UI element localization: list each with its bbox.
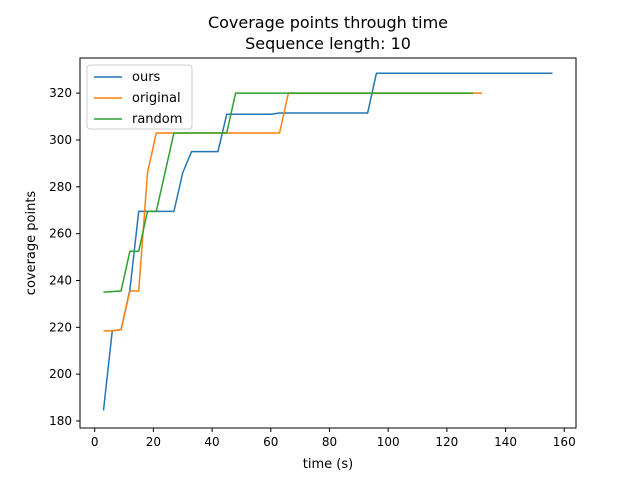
legend-label-random: random	[132, 112, 182, 127]
y-axis-ticks: 180 200 220 240 260 280 300 320	[49, 86, 80, 428]
y-tick-label: 260	[49, 227, 72, 241]
legend-label-original: original	[132, 91, 181, 106]
plot-frame	[79, 57, 577, 429]
chart-subtitle: Sequence length: 10	[245, 34, 411, 53]
y-tick-label: 220	[49, 320, 72, 334]
chart-title: Coverage points through time	[208, 13, 448, 32]
series-line-random	[103, 92, 474, 293]
y-tick-label: 320	[49, 86, 72, 100]
legend: ours original random	[86, 64, 193, 130]
y-tick-label: 200	[49, 367, 72, 381]
legend-label-ours: ours	[132, 70, 161, 85]
y-tick-label: 240	[49, 273, 72, 287]
x-axis-label: time (s)	[303, 457, 353, 472]
x-tick-label: 120	[435, 435, 458, 449]
y-tick-label: 300	[49, 133, 72, 147]
x-tick-label: 0	[91, 435, 99, 449]
x-tick-label: 80	[322, 435, 337, 449]
legend-box	[86, 64, 193, 130]
x-tick-label: 140	[494, 435, 517, 449]
x-tick-label: 40	[204, 435, 219, 449]
y-axis-label: coverage points	[24, 191, 39, 296]
x-tick-label: 100	[377, 435, 400, 449]
y-tick-label: 280	[49, 180, 72, 194]
x-axis-ticks: 0 20 40 60 80 100 120 140 160	[91, 428, 576, 449]
x-tick-label: 160	[553, 435, 576, 449]
x-tick-label: 60	[263, 435, 278, 449]
series-layer	[102, 72, 553, 411]
y-tick-label: 180	[49, 414, 72, 428]
x-tick-label: 20	[146, 435, 161, 449]
